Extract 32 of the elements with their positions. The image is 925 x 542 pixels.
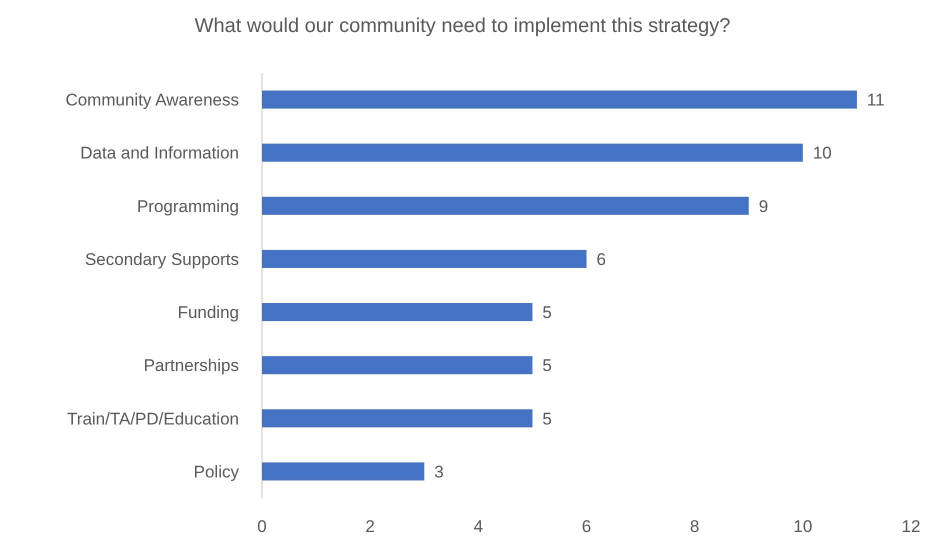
x-tick-label: 4 [474,517,484,536]
x-tick-label: 0 [257,517,267,536]
x-tick-label: 8 [690,517,700,536]
data-label: 11 [866,90,885,110]
data-label: 5 [542,303,552,322]
y-tick-label: Secondary Supports [84,250,239,269]
y-tick-label: Policy [194,462,240,482]
y-tick-label: Data and Information [80,144,239,163]
y-tick-label: Funding [178,303,239,322]
bar [262,250,586,268]
x-tick-label: 12 [902,517,920,536]
data-label: 9 [758,196,768,216]
x-tick-label: 2 [365,517,375,536]
data-label: 5 [542,409,552,428]
data-label: 10 [812,144,832,163]
bar [262,90,857,109]
y-tick-label: Programming [136,196,239,216]
data-label: 6 [596,250,606,269]
bar [262,303,532,322]
bar [262,196,749,215]
x-tick-label: 10 [793,517,812,536]
data-label: 5 [542,356,552,376]
bar [262,462,424,480]
y-tick-label: Community Awareness [65,90,239,110]
y-tick-label: Partnerships [144,356,239,376]
data-label: 3 [434,462,444,482]
x-tick-label: 6 [582,517,592,536]
bar [262,356,532,374]
y-tick-label: Train/TA/PD/Education [67,409,239,428]
bar [262,144,803,162]
bar [262,409,532,428]
chart-title: What would our community need to implement this strategy? [194,15,730,37]
